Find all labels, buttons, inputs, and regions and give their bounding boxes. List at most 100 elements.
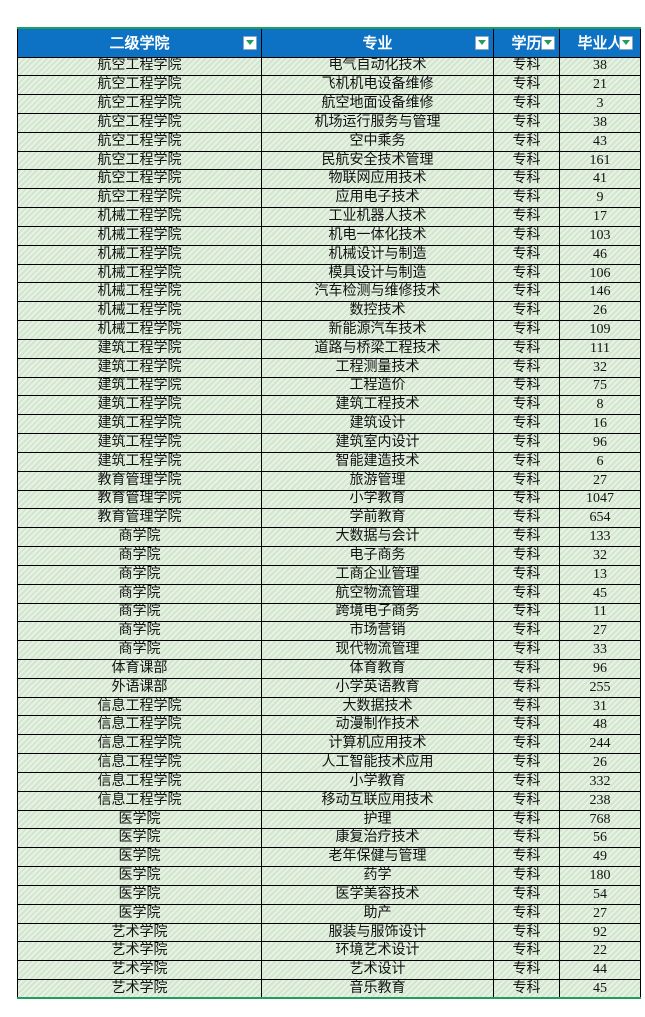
cell-level[interactable]: 专科 [493, 244, 560, 265]
cell-level[interactable]: 专科 [493, 828, 560, 849]
cell-graduates[interactable]: 17 [559, 207, 641, 227]
cell-major[interactable]: 小学教育 [261, 489, 494, 510]
cell-level[interactable]: 专科 [493, 809, 560, 830]
cell-graduates[interactable]: 92 [559, 922, 641, 943]
cell-college[interactable]: 信息工程学院 [17, 696, 262, 717]
cell-major[interactable]: 智能建造技术 [261, 451, 494, 472]
cell-college[interactable]: 机械工程学院 [17, 244, 262, 265]
cell-major[interactable]: 航空物流管理 [261, 583, 494, 604]
cell-college[interactable]: 建筑工程学院 [17, 376, 262, 397]
cell-college[interactable]: 建筑工程学院 [17, 395, 262, 416]
cell-level[interactable]: 专科 [493, 301, 560, 322]
cell-major[interactable]: 机场运行服务与管理 [261, 112, 494, 133]
cell-college[interactable]: 机械工程学院 [17, 320, 262, 340]
cell-graduates[interactable]: 133 [559, 527, 641, 548]
cell-graduates[interactable]: 49 [559, 847, 641, 868]
cell-graduates[interactable]: 238 [559, 790, 641, 811]
cell-college[interactable]: 机械工程学院 [17, 225, 262, 246]
cell-major[interactable]: 老年保健与管理 [261, 847, 494, 868]
cell-level[interactable]: 专科 [493, 677, 560, 698]
cell-major[interactable]: 市场营销 [261, 621, 494, 642]
cell-major[interactable]: 护理 [261, 809, 494, 830]
cell-major[interactable]: 小学教育 [261, 771, 494, 792]
cell-graduates[interactable]: 27 [559, 470, 641, 491]
cell-graduates[interactable]: 22 [559, 941, 641, 962]
column-header-graduates[interactable]: 毕业人 [559, 28, 641, 58]
cell-college[interactable]: 教育管理学院 [17, 508, 262, 529]
cell-graduates[interactable]: 27 [559, 903, 641, 924]
cell-graduates[interactable]: 48 [559, 715, 641, 736]
cell-level[interactable]: 专科 [493, 489, 560, 510]
cell-graduates[interactable]: 21 [559, 75, 641, 96]
cell-graduates[interactable]: 3 [559, 94, 641, 114]
cell-level[interactable]: 专科 [493, 696, 560, 717]
cell-college[interactable]: 建筑工程学院 [17, 451, 262, 472]
cell-major[interactable]: 学前教育 [261, 508, 494, 529]
column-header-major[interactable]: 专业 [261, 28, 494, 58]
cell-college[interactable]: 商学院 [17, 527, 262, 548]
filter-button-college[interactable] [243, 35, 257, 50]
cell-college[interactable]: 建筑工程学院 [17, 338, 262, 359]
cell-college[interactable]: 航空工程学院 [17, 131, 262, 152]
cell-major[interactable]: 助产 [261, 903, 494, 924]
cell-graduates[interactable]: 27 [559, 621, 641, 642]
cell-graduates[interactable]: 109 [559, 320, 641, 340]
cell-graduates[interactable]: 161 [559, 150, 641, 171]
cell-level[interactable]: 专科 [493, 715, 560, 736]
cell-college[interactable]: 机械工程学院 [17, 207, 262, 227]
cell-graduates[interactable]: 16 [559, 414, 641, 435]
cell-level[interactable]: 专科 [493, 56, 560, 77]
cell-level[interactable]: 专科 [493, 357, 560, 378]
cell-graduates[interactable]: 11 [559, 602, 641, 623]
cell-major[interactable]: 建筑设计 [261, 414, 494, 435]
cell-graduates[interactable]: 41 [559, 169, 641, 190]
cell-graduates[interactable]: 255 [559, 677, 641, 698]
cell-level[interactable]: 专科 [493, 847, 560, 868]
cell-college[interactable]: 航空工程学院 [17, 75, 262, 96]
cell-major[interactable]: 应用电子技术 [261, 188, 494, 209]
cell-graduates[interactable]: 54 [559, 884, 641, 905]
cell-level[interactable]: 专科 [493, 225, 560, 246]
cell-graduates[interactable]: 33 [559, 640, 641, 660]
cell-college[interactable]: 艺术学院 [17, 941, 262, 962]
cell-level[interactable]: 专科 [493, 941, 560, 962]
cell-college[interactable]: 建筑工程学院 [17, 414, 262, 435]
cell-major[interactable]: 道路与桥梁工程技术 [261, 338, 494, 359]
cell-college[interactable]: 航空工程学院 [17, 150, 262, 171]
cell-college[interactable]: 商学院 [17, 602, 262, 623]
cell-college[interactable]: 医学院 [17, 884, 262, 905]
column-header-level[interactable]: 学历 [493, 28, 560, 58]
cell-level[interactable]: 专科 [493, 338, 560, 359]
cell-college[interactable]: 航空工程学院 [17, 56, 262, 77]
cell-college[interactable]: 教育管理学院 [17, 470, 262, 491]
cell-level[interactable]: 专科 [493, 884, 560, 905]
cell-college[interactable]: 艺术学院 [17, 960, 262, 981]
cell-level[interactable]: 专科 [493, 282, 560, 303]
cell-level[interactable]: 专科 [493, 263, 560, 284]
cell-level[interactable]: 专科 [493, 771, 560, 792]
column-header-college[interactable]: 二级学院 [17, 28, 262, 58]
cell-graduates[interactable]: 46 [559, 244, 641, 265]
cell-graduates[interactable]: 332 [559, 771, 641, 792]
cell-major[interactable]: 药学 [261, 866, 494, 886]
cell-level[interactable]: 专科 [493, 866, 560, 886]
cell-graduates[interactable]: 26 [559, 753, 641, 773]
cell-level[interactable]: 专科 [493, 433, 560, 453]
cell-level[interactable]: 专科 [493, 753, 560, 773]
cell-level[interactable]: 专科 [493, 376, 560, 397]
cell-major[interactable]: 计算机应用技术 [261, 734, 494, 755]
cell-level[interactable]: 专科 [493, 508, 560, 529]
cell-major[interactable]: 汽车检测与维修技术 [261, 282, 494, 303]
cell-college[interactable]: 机械工程学院 [17, 282, 262, 303]
cell-level[interactable]: 专科 [493, 470, 560, 491]
cell-major[interactable]: 新能源汽车技术 [261, 320, 494, 340]
cell-major[interactable]: 康复治疗技术 [261, 828, 494, 849]
cell-college[interactable]: 建筑工程学院 [17, 357, 262, 378]
cell-major[interactable]: 电子商务 [261, 546, 494, 566]
cell-college[interactable]: 航空工程学院 [17, 94, 262, 114]
cell-graduates[interactable]: 244 [559, 734, 641, 755]
cell-graduates[interactable]: 45 [559, 583, 641, 604]
cell-major[interactable]: 电气自动化技术 [261, 56, 494, 77]
cell-college[interactable]: 医学院 [17, 847, 262, 868]
cell-major[interactable]: 旅游管理 [261, 470, 494, 491]
